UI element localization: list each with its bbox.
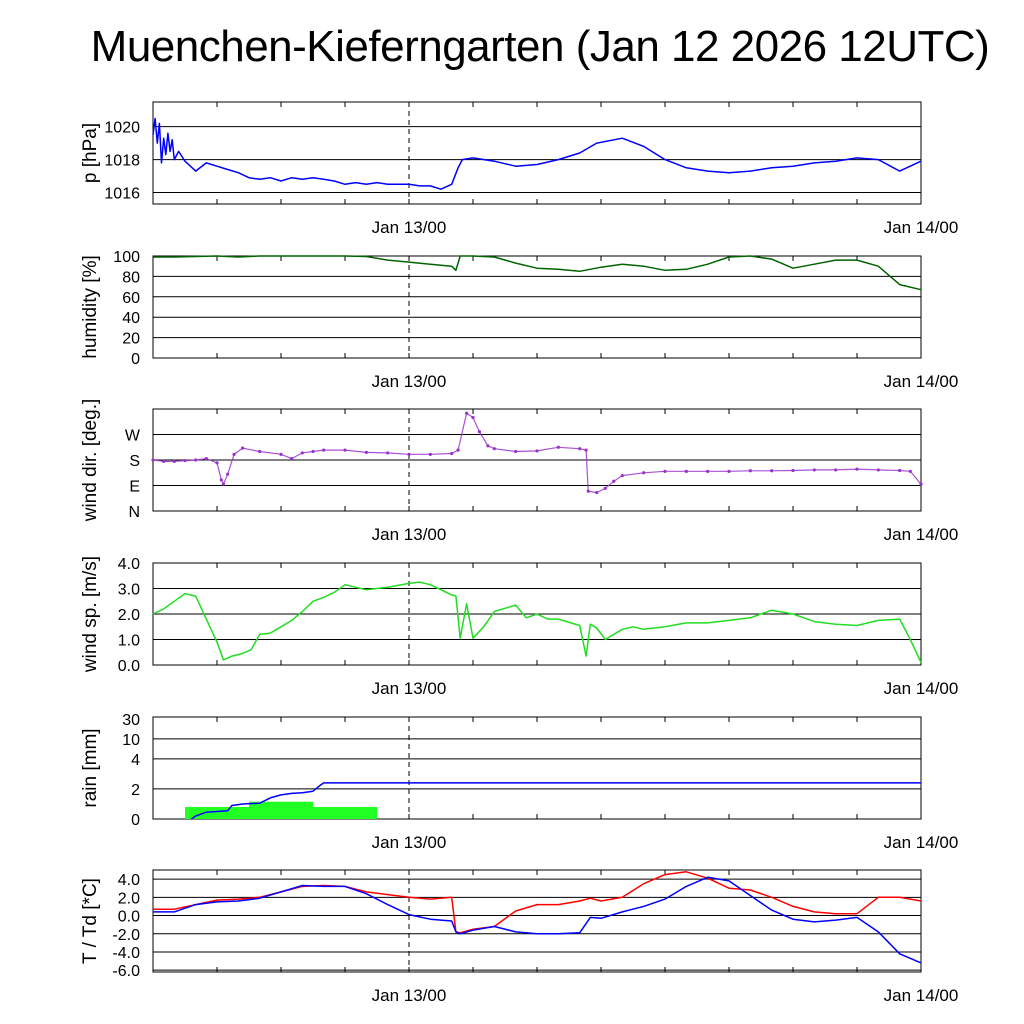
wind_direction-ylabel: wind dir. [deg.] bbox=[80, 399, 101, 523]
humidity-xtick-label: Jan 13/00 bbox=[372, 372, 447, 391]
rain-ytick-label: 0 bbox=[131, 812, 140, 829]
pressure-plot-frame bbox=[152, 101, 922, 205]
wind_speed-ytick-label: 3.0 bbox=[118, 582, 140, 599]
pressure-ylabel: p [hPa] bbox=[80, 123, 101, 183]
wind_direction-ytick-label: N bbox=[128, 504, 140, 521]
rain-ylabel: rain [mm] bbox=[80, 728, 101, 807]
rain-ytick-label: 30 bbox=[122, 712, 140, 729]
rain-accumulated-precipitation-line bbox=[190, 782, 921, 820]
humidity-ytick-label: 60 bbox=[122, 290, 140, 307]
pressure-xtick-label: Jan 13/00 bbox=[372, 218, 447, 237]
humidity-plot-frame bbox=[152, 255, 922, 359]
temperature_dewpoint-ytick-label: 4.0 bbox=[118, 872, 140, 889]
humidity-ylabel: humidity [%] bbox=[80, 255, 101, 358]
humidity-ytick-label: 40 bbox=[122, 310, 140, 327]
wind_direction-ytick-label: W bbox=[125, 428, 141, 445]
wind_direction-trace bbox=[152, 412, 922, 494]
temperature_dewpoint-ytick-label: -4.0 bbox=[112, 945, 140, 962]
wind_speed-ytick-label: 0.0 bbox=[118, 658, 140, 675]
pressure-xtick-label: Jan 14/00 bbox=[884, 218, 959, 237]
temperature_dewpoint-xtick-label: Jan 13/00 bbox=[372, 986, 447, 1005]
humidity-ytick-label: 80 bbox=[122, 269, 140, 286]
pressure-ytick-label: 1020 bbox=[104, 120, 140, 137]
temperature_dewpoint-ytick-label: 2.0 bbox=[118, 890, 140, 907]
rain-xtick-label: Jan 13/00 bbox=[372, 833, 447, 852]
wind_direction-xtick-label: Jan 14/00 bbox=[884, 525, 959, 544]
pressure-pressure-line bbox=[152, 117, 922, 190]
humidity-ytick-label: 20 bbox=[122, 331, 140, 348]
wind_speed-ytick-label: 2.0 bbox=[118, 607, 140, 624]
temperature_dewpoint-ytick-label: 0.0 bbox=[118, 909, 140, 926]
temperature_dewpoint-ytick-label: -2.0 bbox=[112, 927, 140, 944]
temperature_dewpoint-ytick-label: -6.0 bbox=[112, 963, 140, 980]
rain-ytick-label: 10 bbox=[122, 732, 140, 749]
rain-precip-bar bbox=[185, 806, 249, 819]
pressure-ytick-label: 1016 bbox=[104, 185, 140, 202]
rain-ytick-label: 2 bbox=[131, 782, 140, 799]
wind_speed-ytick-label: 4.0 bbox=[118, 556, 140, 573]
humidity-ytick-label: 0 bbox=[131, 351, 140, 368]
temperature_dewpoint-xtick-label: Jan 14/00 bbox=[884, 986, 959, 1005]
rain-ytick-label: 4 bbox=[131, 752, 140, 769]
temperature_dewpoint-ylabel: T / Td [*C] bbox=[80, 878, 101, 964]
wind_speed-xtick-label: Jan 13/00 bbox=[372, 679, 447, 698]
wind_direction-ytick-label: S bbox=[129, 453, 140, 470]
pressure-ytick-label: 1018 bbox=[104, 153, 140, 170]
chart-title: Muenchen-Kieferngarten (Jan 12 2026 12UT… bbox=[90, 22, 990, 71]
wind_direction-ytick-label: E bbox=[129, 479, 140, 496]
rain-xtick-label: Jan 14/00 bbox=[884, 833, 959, 852]
rain-precip-bar bbox=[313, 806, 377, 819]
temperature_dewpoint-temperature-line bbox=[153, 871, 922, 934]
temperature_dewpoint-dew-point-line bbox=[153, 876, 922, 964]
wind_speed-ylabel: wind sp. [m/s] bbox=[80, 556, 101, 673]
wind_direction-xtick-label: Jan 13/00 bbox=[372, 525, 447, 544]
humidity-xtick-label: Jan 14/00 bbox=[884, 372, 959, 391]
humidity-humidity-line bbox=[153, 255, 922, 291]
wind_speed-xtick-label: Jan 14/00 bbox=[884, 679, 959, 698]
wind_speed-ytick-label: 1.0 bbox=[118, 633, 140, 650]
wind_speed-wind-speed-line bbox=[152, 581, 922, 663]
humidity-ytick-label: 100 bbox=[113, 249, 140, 266]
rain-precip-bar bbox=[249, 801, 313, 819]
